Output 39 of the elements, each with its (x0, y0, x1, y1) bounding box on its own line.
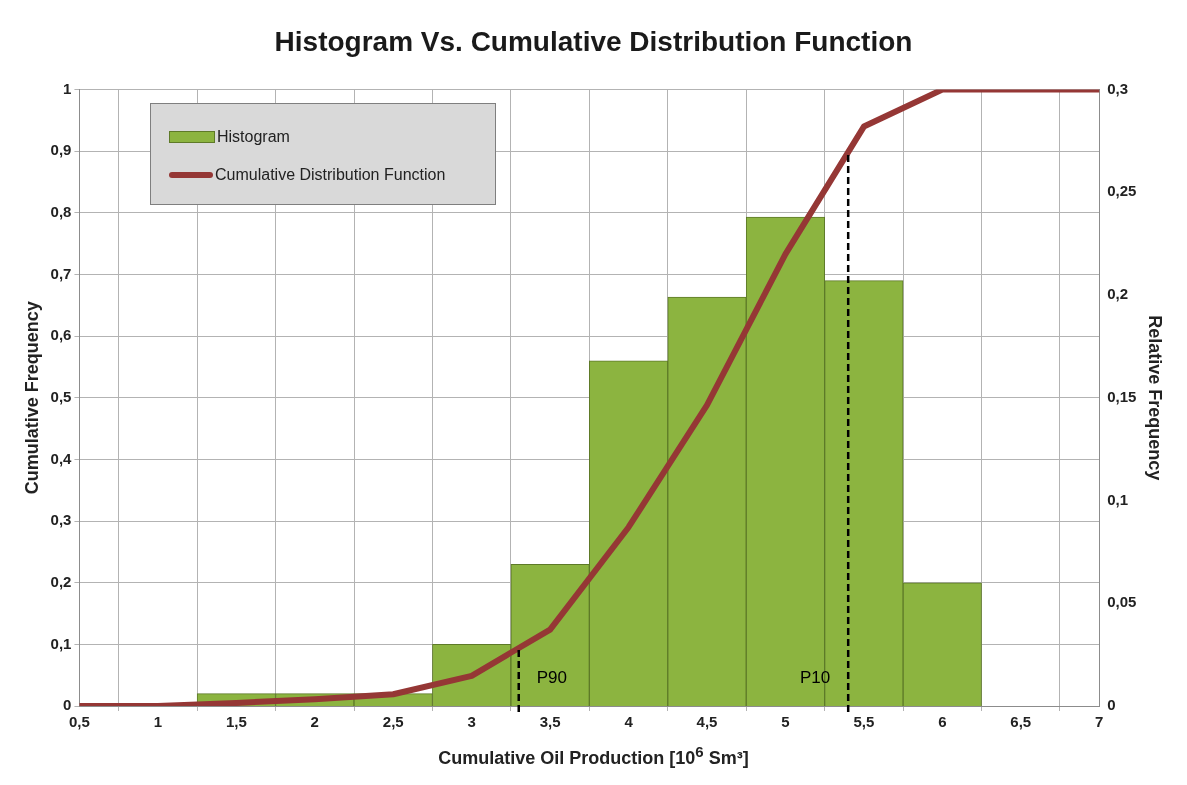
y-tick-label: 0,1 (50, 634, 72, 652)
x-axis-title: Cumulative Oil Production [10$^{6}$ Sm³] (437, 743, 750, 769)
y-axis-title: Cumulative Frequency (21, 301, 42, 495)
x-tick-label: 7 (1095, 713, 1104, 731)
y2-tick-label: 0,25 (1107, 182, 1137, 200)
chart-title: Histogram Vs. Cumulative Distribution Function (274, 25, 913, 57)
x-tick-label: 6 (938, 713, 947, 731)
y2-tick-label: 0,15 (1107, 387, 1137, 405)
y-tick-label: 0,8 (50, 203, 72, 221)
y-tick-label: 0,7 (50, 264, 72, 282)
ref-line-label: P90 (536, 667, 567, 687)
x-tick-label: 2,5 (382, 713, 404, 731)
y2-tick-label: 0,1 (1107, 490, 1129, 508)
y-tick-label: 0,4 (50, 449, 73, 467)
y-tick-label: 0,6 (50, 326, 72, 344)
legend-label: Histogram (217, 128, 290, 146)
x-tick-label: 3,5 (539, 713, 561, 731)
x-tick-label: 4 (624, 713, 634, 731)
y-tick-label: 0,5 (50, 387, 72, 405)
y-tick-label: 0,3 (50, 511, 72, 529)
x-tick-label: 1,5 (225, 713, 247, 731)
y2-axis-title: Relative Frequency (1145, 315, 1166, 481)
ref-line-label: P10 (799, 667, 831, 687)
y2-tick-label: 0,2 (1107, 285, 1129, 303)
x-tick-label: 5 (781, 713, 790, 731)
x-tick-label: 6,5 (1010, 713, 1032, 731)
x-tick-label: 2 (310, 713, 319, 731)
x-tick-label: 1 (153, 713, 163, 731)
y-tick-label: 0 (63, 696, 72, 714)
y2-tick-label: 0,05 (1107, 593, 1137, 611)
y-tick-label: 0,2 (50, 572, 72, 590)
y2-tick-label: 0,3 (1107, 79, 1129, 97)
legend-label: Cumulative Distribution Function (215, 166, 446, 184)
x-tick-label: 3 (467, 713, 476, 731)
y-tick-label: 0,9 (50, 141, 72, 159)
x-tick-label: 4,5 (696, 713, 718, 731)
y2-tick-label: 0 (1107, 696, 1116, 714)
x-tick-label: 5,5 (853, 713, 875, 731)
y-tick-label: 1 (63, 79, 72, 97)
